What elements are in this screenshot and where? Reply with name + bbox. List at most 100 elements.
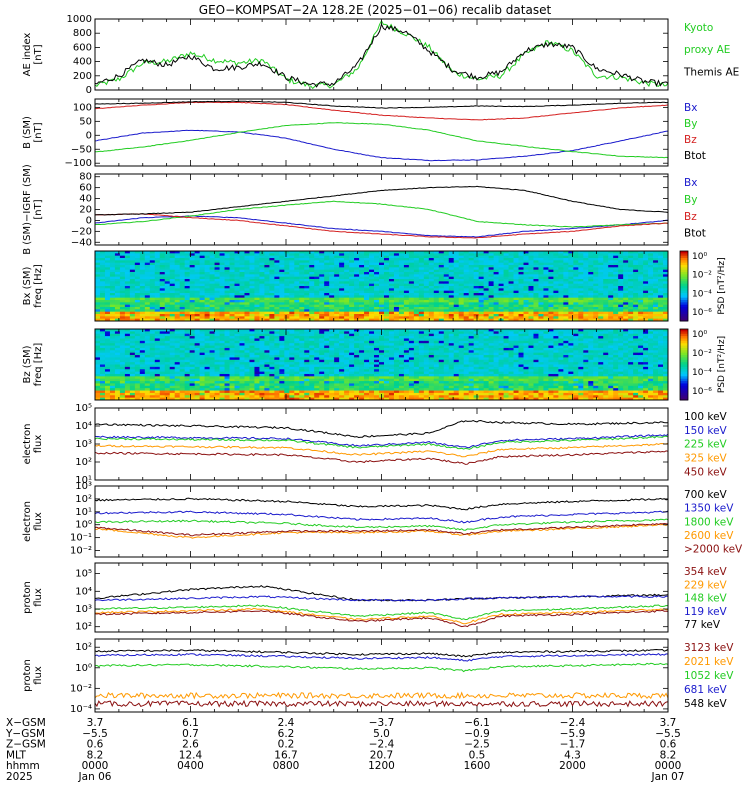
spectrogram-cell (209, 369, 215, 372)
spectrogram-cell (224, 369, 230, 372)
spectrogram-cell (174, 251, 181, 254)
spectrogram-cell (164, 397, 171, 401)
spectrogram-cell (264, 276, 270, 280)
spectrogram-cell (418, 295, 425, 299)
spectrogram-cell (618, 253, 624, 257)
spectrogram-cell (194, 318, 201, 322)
spectrogram-cell (329, 272, 335, 275)
spectrogram-cell (289, 331, 295, 335)
spectrogram-cell (528, 314, 534, 317)
spectrogram-cell (613, 309, 619, 313)
spectrogram-cell (413, 316, 420, 320)
spectrogram-cell (284, 316, 290, 320)
spectrogram-cell (593, 255, 599, 259)
spectrogram-cell (264, 397, 270, 401)
spectrogram-cell (139, 371, 146, 375)
spectrogram-cell (553, 260, 559, 264)
spectrogram-cell (159, 376, 166, 380)
spectrogram-cell (129, 333, 136, 337)
spectrogram-cell (99, 366, 106, 370)
spectrogram-cell (523, 318, 529, 322)
spectrogram-cell (309, 300, 315, 303)
spectrogram-cell (638, 276, 644, 280)
spectrogram-cell (279, 385, 285, 389)
spectrogram-cell (244, 359, 250, 363)
spectrogram-cell (129, 336, 136, 339)
spectrogram-cell (314, 302, 320, 306)
spectrogram-cell (284, 381, 290, 384)
spectrogram-cell (114, 369, 121, 372)
spectrogram-cell (109, 329, 116, 332)
spectrogram-cell (219, 338, 225, 342)
spectrogram-cell (428, 318, 435, 322)
spectrogram-cell (663, 295, 669, 299)
spectrogram-cell (194, 302, 201, 306)
spectrogram-cell (194, 267, 201, 271)
spectrogram-cell (104, 276, 111, 280)
spectrogram-cell (104, 314, 111, 317)
spectrogram-cell (428, 279, 435, 282)
spectrogram-cell (329, 302, 335, 306)
spectrogram-cell (259, 331, 265, 335)
spectrogram-cell (603, 300, 609, 303)
spectrogram-cell (274, 390, 280, 394)
spectrogram-cell (99, 309, 106, 313)
spectrogram-cell (359, 272, 365, 275)
spectrogram-cell (628, 295, 634, 299)
spectrogram-cell (209, 355, 215, 358)
spectrogram-cell (144, 345, 151, 349)
spectrogram-cell (463, 286, 470, 289)
spectrogram-cell (224, 359, 230, 363)
spectrogram-cell (593, 274, 599, 278)
spectrogram-cell (184, 366, 191, 370)
spectrogram-cell (234, 340, 240, 344)
spectrogram-cell (438, 260, 445, 264)
spectrogram-cell (319, 283, 325, 287)
spectrogram-cell (194, 258, 201, 261)
spectrogram-cell (393, 279, 400, 282)
spectrogram-cell (114, 253, 121, 257)
spectrogram-cell (628, 309, 634, 313)
spectrogram-cell (139, 390, 146, 394)
spectrogram-cell (104, 311, 111, 315)
spectrogram-cell (149, 347, 156, 351)
spectrogram-cell (169, 350, 176, 354)
spectrogram-cell (114, 352, 121, 356)
spectrogram-cell (304, 253, 310, 257)
spectrogram-cell (603, 314, 609, 317)
spectrogram-cell (114, 269, 121, 273)
spectrogram-cell (508, 258, 514, 261)
spectrogram-cell (219, 329, 225, 332)
spectrogram-cell (154, 329, 161, 332)
spectrogram-cell (284, 392, 290, 396)
spectrogram-cell (294, 355, 300, 358)
spectrogram-cell (219, 359, 225, 363)
spectrogram-cell (129, 253, 136, 257)
spectrogram-cell (448, 288, 455, 292)
spectrogram-cell (578, 274, 584, 278)
spectrogram-cell (339, 300, 345, 303)
spectrogram-cell (199, 376, 206, 380)
spectrogram-cell (324, 276, 330, 280)
spectrogram-cell (408, 304, 415, 308)
spectrogram-cell (204, 329, 210, 332)
spectrogram-cell (618, 265, 624, 268)
spectrogram-cell (224, 295, 230, 299)
spectrogram-cell (229, 352, 235, 356)
spectrogram-cell (189, 343, 196, 346)
spectrogram-cell (523, 316, 529, 320)
series-line-bx (94, 129, 669, 162)
spectrogram-cell (259, 262, 265, 266)
spectrogram-cell (598, 281, 604, 285)
spectrogram-cell (388, 267, 395, 271)
spectrogram-cell (95, 307, 101, 310)
spectrogram-cell (354, 279, 360, 282)
spectrogram-cell (658, 309, 664, 313)
spectrogram-cell (174, 397, 181, 401)
spectrogram-cell (99, 388, 106, 391)
spectrogram-cell (408, 283, 415, 287)
spectrogram-cell (109, 352, 116, 356)
spectrogram-cell (329, 318, 335, 322)
spectrogram-cell (533, 262, 539, 266)
